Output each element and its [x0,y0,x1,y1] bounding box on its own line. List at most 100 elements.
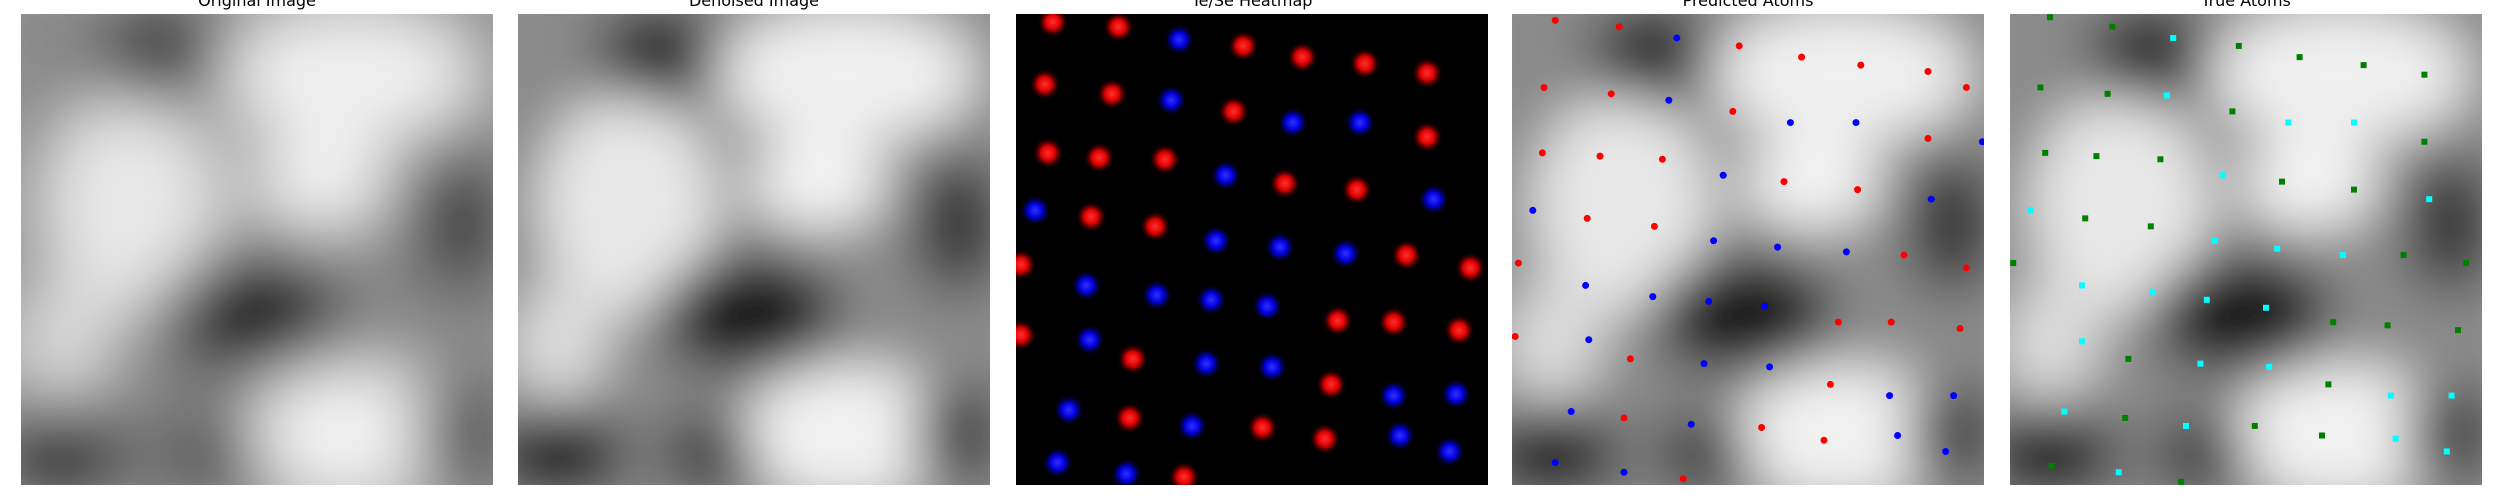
atom [1962,83,1970,91]
heat-spot [1246,411,1279,444]
atom [2392,435,2399,442]
heat-spot [1176,409,1208,442]
atom [2061,408,2068,415]
atom [1978,138,1984,146]
points [1512,16,1984,483]
atom [2296,54,2303,61]
atom [1886,392,1894,400]
heat-spot [1377,379,1410,412]
heat-spot [1308,422,1341,455]
heat-spot [1073,323,1106,356]
atom [2147,223,2154,230]
heat-spot [1148,143,1181,176]
heat-spot [1251,290,1284,323]
atom [2325,381,2332,388]
heat-spot [1052,393,1085,426]
atom [2360,62,2367,69]
atom [2351,186,2357,193]
atom [1924,135,1932,143]
atom [1798,53,1806,61]
atom [2157,156,2164,163]
atom [2274,245,2281,252]
atom [1942,447,1950,455]
atom [2149,288,2156,295]
heat-spot [1268,167,1301,200]
points [2010,14,2469,485]
atom [1679,475,1687,483]
atom [2125,355,2132,362]
atom [1665,96,1673,104]
atom [1927,195,1935,203]
heat-spot [1454,251,1487,284]
atom [1620,468,1628,476]
atom [2093,153,2100,160]
heat-spot [1433,435,1466,468]
atom [1615,23,1623,31]
atom [1761,302,1769,310]
heat-spot [1140,279,1173,312]
heat-spot [1032,136,1064,169]
atom [1540,83,1548,91]
heat-spot [1227,29,1260,62]
heat-spot [1075,200,1108,233]
atom [2455,327,2461,334]
atom [1700,360,1708,368]
panel-title: Original Image [198,0,316,10]
atom [1710,237,1718,245]
heat-spot [1344,106,1376,139]
heat-spot [1286,41,1319,74]
atom [2421,71,2428,78]
heat-spot [1016,318,1037,351]
panel-title: True Atoms [2200,0,2291,10]
atom [2263,304,2269,311]
atom [2163,92,2170,99]
atom [1729,107,1737,115]
heat-spot [1016,248,1037,281]
heat-spot [1276,106,1309,139]
heat-spot [1155,84,1188,117]
atom [2027,207,2034,214]
heat-spot [1190,347,1223,380]
heat-spot [1070,269,1103,302]
atom [1826,380,1834,388]
atom [2170,34,2177,41]
atom [1583,214,1591,222]
atom [1626,355,1634,363]
atom [1900,251,1908,259]
atom [2421,138,2428,145]
heat-spot [1411,57,1444,90]
atom [1894,432,1902,440]
heat-spot [1116,342,1149,375]
heat-spot [1110,457,1143,485]
heat-spot [1102,14,1135,43]
atom [1786,119,1794,127]
atom [1551,459,1559,467]
heat-spot [1315,368,1348,401]
atom [1512,333,1519,341]
atom [2426,196,2433,203]
atom [2048,462,2055,469]
atom [1582,281,1590,289]
atom [1774,243,1782,251]
atom [2443,448,2450,455]
heat-spot [1329,237,1362,270]
heat-spot [1163,23,1196,56]
atom [1538,149,1546,157]
atom [1650,222,1658,230]
panel: Predicted Atoms [1512,0,1984,485]
atom [2266,363,2273,370]
atom [2219,172,2226,179]
heat-spot [1209,159,1242,192]
atom [2384,322,2391,329]
panel: Te/Se Heatmap [1016,0,1488,485]
atom [2319,432,2325,439]
atom [1820,436,1828,444]
atom [2387,392,2394,399]
panel: True Atoms [2010,0,2482,485]
atom [2448,392,2455,399]
points [1016,14,1487,485]
atom [2010,260,2017,267]
heat-spot [1340,173,1373,206]
heat-spot [1200,224,1232,257]
